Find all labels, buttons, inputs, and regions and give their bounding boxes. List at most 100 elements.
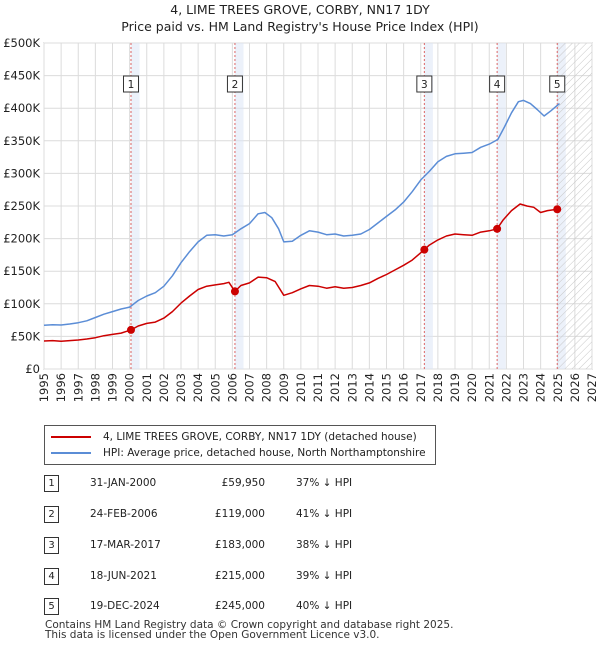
- x-tick-label: 2012: [328, 373, 342, 402]
- legend-label-hpi: HPI: Average price, detached house, Nort…: [103, 447, 426, 459]
- y-tick-label: £250K: [3, 199, 40, 213]
- x-tick-label: 2021: [482, 373, 496, 402]
- sale-price: £119,000: [214, 508, 265, 520]
- y-tick-label: £500K: [3, 36, 40, 50]
- x-tick-label: 1997: [71, 373, 85, 402]
- x-tick-label: 1995: [37, 373, 51, 402]
- x-tick-label: 2016: [397, 373, 411, 402]
- sale-point: [553, 205, 562, 214]
- chart: 4, LIME TREES GROVE, CORBY, NN17 1DY Pri…: [3, 2, 599, 402]
- sale-marker-label: 5: [554, 79, 561, 91]
- x-tick-label: 2014: [362, 373, 376, 402]
- sale-price: £245,000: [214, 600, 265, 612]
- x-tick-label: 2013: [345, 373, 359, 402]
- marker-badge: 2: [44, 506, 59, 523]
- x-tick-label: 2011: [311, 373, 325, 402]
- y-tick-label: £200K: [3, 232, 40, 246]
- hpi-diff: 39% ↓ HPI: [296, 570, 353, 582]
- hpi-diff: 40% ↓ HPI: [296, 600, 353, 612]
- x-tick-label: 2017: [414, 373, 428, 402]
- x-tick-label: 2015: [380, 373, 394, 402]
- x-tick-label: 2018: [431, 373, 445, 402]
- y-tick-label: £0: [25, 362, 40, 376]
- legend: 4, LIME TREES GROVE, CORBY, NN17 1DY (de…: [44, 425, 436, 465]
- hpi-diff: 38% ↓ HPI: [296, 539, 353, 551]
- x-tick-label: 2004: [191, 373, 205, 402]
- x-tick-label: 2010: [294, 373, 308, 402]
- x-tick-label: 2008: [260, 373, 274, 402]
- y-tick-label: £150K: [3, 264, 40, 278]
- footer-licence: This data is licensed under the Open Gov…: [45, 629, 380, 641]
- x-tick-label: 1999: [106, 373, 120, 402]
- y-tick-label: £400K: [3, 101, 40, 115]
- legend-swatch-hpi: [51, 452, 91, 454]
- hpi-series-line: [43, 99, 560, 327]
- sale-price: £215,000: [214, 570, 265, 582]
- y-tick-label: £350K: [3, 134, 40, 148]
- sale-marker-box: [226, 75, 243, 93]
- sale-date: 24-FEB-2006: [90, 508, 158, 520]
- table-row: 3 17-MAR-2017 £183,000 38% ↓ HPI: [44, 535, 464, 555]
- sale-period-shade: [497, 43, 506, 369]
- table-row: 4 18-JUN-2021 £215,000 39% ↓ HPI: [44, 566, 464, 586]
- hpi-diff: 37% ↓ HPI: [296, 477, 353, 489]
- sale-date: 17-MAR-2017: [90, 539, 161, 551]
- table-row: 1 31-JAN-2000 £59,950 37% ↓ HPI: [44, 473, 464, 493]
- property-series-line: [43, 203, 560, 343]
- sale-date: 18-JUN-2021: [90, 570, 157, 582]
- legend-label-property: 4, LIME TREES GROVE, CORBY, NN17 1DY (de…: [103, 431, 417, 443]
- x-tick-label: 2001: [140, 373, 154, 402]
- x-tick-label: 2002: [157, 373, 171, 402]
- sale-point: [420, 245, 429, 254]
- sale-marker-box: [416, 75, 433, 93]
- legend-item-property: 4, LIME TREES GROVE, CORBY, NN17 1DY (de…: [51, 429, 417, 445]
- sale-period-shade: [424, 43, 433, 369]
- x-tick-label: 2024: [534, 373, 548, 402]
- sale-date: 31-JAN-2000: [90, 477, 157, 489]
- x-tick-label: 2000: [123, 373, 137, 402]
- sale-marker-label: 1: [128, 79, 135, 91]
- x-tick-label: 2027: [585, 373, 599, 402]
- legend-item-hpi: HPI: Average price, detached house, Nort…: [51, 445, 426, 461]
- table-row: 2 24-FEB-2006 £119,000 41% ↓ HPI: [44, 504, 464, 524]
- x-tick-label: 2023: [517, 373, 531, 402]
- y-tick-label: £450K: [3, 69, 40, 83]
- x-tick-label: 2026: [568, 373, 582, 402]
- footer-copyright: Contains HM Land Registry data © Crown c…: [45, 619, 454, 631]
- chart-subtitle: Price paid vs. HM Land Registry's House …: [121, 19, 478, 34]
- footer: Contains HM Land Registry data © Crown c…: [45, 619, 454, 641]
- marker-badge: 3: [44, 537, 59, 554]
- table-row: 5 19-DEC-2024 £245,000 40% ↓ HPI: [44, 596, 464, 616]
- sale-period-shade: [234, 43, 244, 369]
- sale-marker-box: [549, 75, 566, 93]
- sale-point: [126, 325, 135, 334]
- x-tick-label: 1996: [54, 373, 68, 402]
- legend-swatch-property: [51, 436, 91, 438]
- x-tick-label: 2009: [277, 373, 291, 402]
- marker-badge: 1: [44, 475, 59, 492]
- y-tick-label: £50K: [11, 329, 41, 343]
- x-tick-label: 2003: [174, 373, 188, 402]
- y-tick-label: £100K: [3, 297, 40, 311]
- marker-badge: 5: [44, 598, 59, 615]
- x-tick-label: 2019: [448, 373, 462, 402]
- y-tick-label: £300K: [3, 166, 40, 180]
- x-tick-label: 2022: [499, 373, 513, 402]
- hpi-diff: 41% ↓ HPI: [296, 508, 353, 520]
- sale-marker-box: [122, 75, 139, 93]
- marker-badge: 4: [44, 568, 59, 585]
- x-tick-label: 1998: [88, 373, 102, 402]
- sale-date: 19-DEC-2024: [90, 600, 160, 612]
- forecast-region: [557, 43, 592, 369]
- sale-marker-label: 4: [494, 79, 501, 91]
- x-tick-label: 2007: [243, 373, 257, 402]
- sale-point: [493, 224, 502, 233]
- x-tick-label: 2005: [208, 373, 222, 402]
- sale-marker-label: 2: [232, 79, 239, 91]
- sale-price: £59,950: [221, 477, 265, 489]
- sale-period-shade: [130, 43, 140, 369]
- chart-title: 4, LIME TREES GROVE, CORBY, NN17 1DY: [170, 2, 430, 17]
- x-tick-label: 2020: [465, 373, 479, 402]
- sale-marker-label: 3: [421, 79, 428, 91]
- sale-price: £183,000: [214, 539, 265, 551]
